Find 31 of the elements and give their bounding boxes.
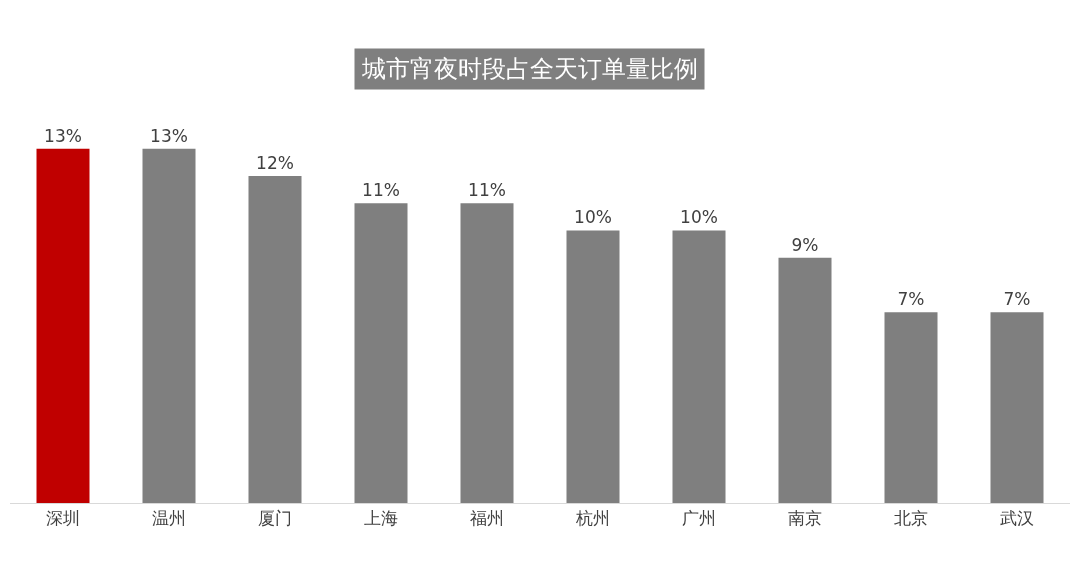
- data-label: 7%: [1003, 289, 1031, 310]
- bar: [460, 203, 514, 503]
- x-tick-label: 杭州: [575, 508, 610, 529]
- bar: [884, 312, 938, 503]
- x-tick-label: 厦门: [258, 508, 292, 529]
- bar: [354, 203, 408, 503]
- data-label: 10%: [680, 207, 718, 228]
- x-tick-label: 上海: [364, 508, 398, 529]
- data-label: 12%: [256, 152, 294, 173]
- data-label: 11%: [362, 180, 400, 201]
- bar: [566, 230, 620, 503]
- data-label: 11%: [468, 180, 506, 201]
- chart-title: 城市宵夜时段占全天订单量比例: [361, 55, 698, 83]
- bar: [990, 312, 1044, 503]
- x-tick-label: 北京: [894, 508, 928, 529]
- data-label: 10%: [574, 207, 612, 228]
- x-tick-label: 温州: [152, 508, 186, 529]
- data-label: 7%: [897, 289, 925, 310]
- bar: [672, 230, 726, 503]
- bar: [142, 148, 196, 503]
- bar: [36, 148, 90, 503]
- data-label: 13%: [150, 125, 188, 146]
- bar: [778, 257, 832, 503]
- x-tick-label: 广州: [682, 508, 716, 529]
- data-label: 13%: [44, 125, 82, 146]
- x-tick-label: 福州: [470, 508, 504, 529]
- x-tick-label: 武汉: [1000, 508, 1034, 529]
- x-tick-label: 南京: [788, 508, 822, 529]
- x-tick-label: 深圳: [46, 508, 80, 529]
- bar: [248, 175, 302, 503]
- data-label: 9%: [791, 234, 819, 255]
